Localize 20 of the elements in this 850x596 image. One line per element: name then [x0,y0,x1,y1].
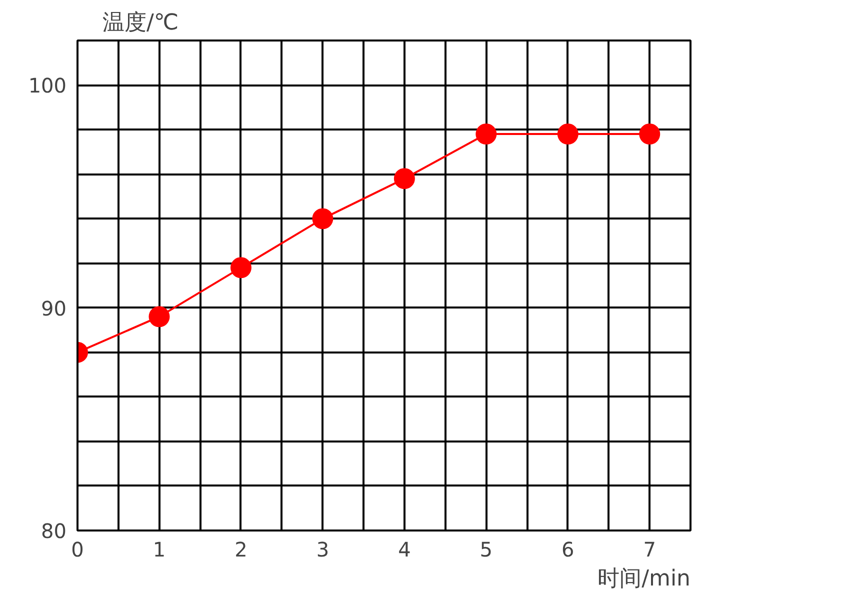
x-tick-label: 6 [562,538,574,562]
y-tick-label: 90 [41,296,67,320]
x-tick-label: 0 [71,538,84,562]
point [312,208,334,230]
x-axis-title: 时间/min [598,566,691,592]
point [639,124,660,145]
x-tick-label: 4 [398,538,411,562]
x-tick-label: 2 [234,538,248,562]
point [394,168,415,190]
y-tick-label: 80 [41,519,67,543]
x-tick-label: 7 [643,538,656,562]
x-tick-label: 3 [316,538,330,562]
point [230,257,252,278]
y-axis-title: 温度/℃ [102,10,179,36]
point [557,124,578,145]
x-tick-label: 1 [152,538,166,562]
point [148,306,170,328]
point [476,124,497,145]
y-tick-label: 100 [28,74,67,98]
x-tick-label: 5 [480,538,493,562]
